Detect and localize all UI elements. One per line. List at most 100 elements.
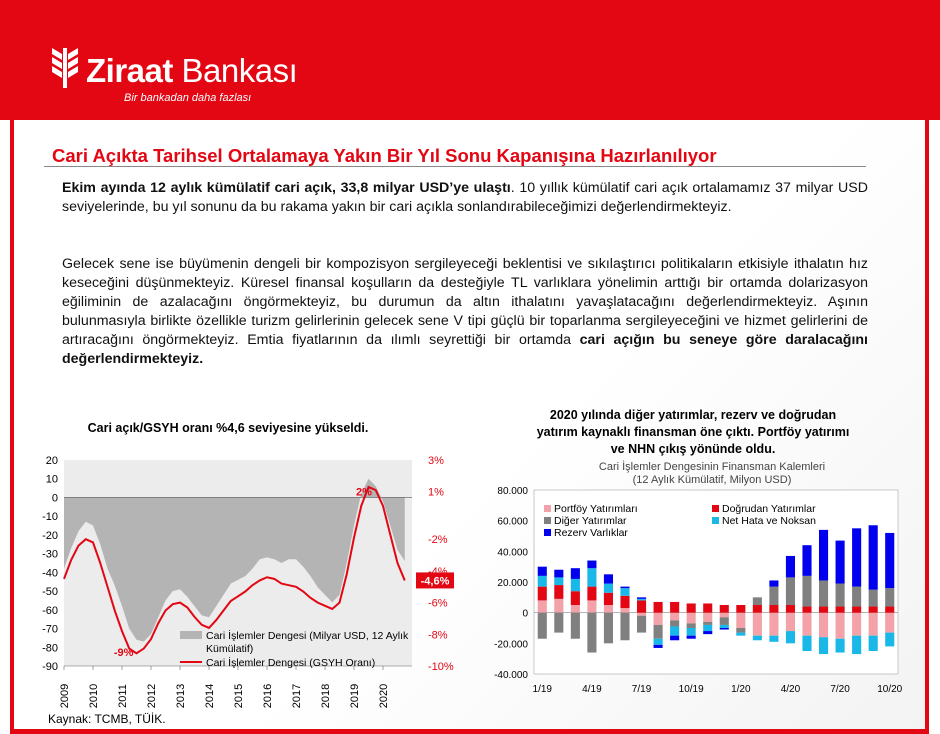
bar-segment bbox=[670, 601, 680, 613]
bar-segment bbox=[885, 632, 895, 647]
bar-segment bbox=[703, 603, 713, 613]
bar-segment bbox=[868, 635, 878, 651]
legend-label: Portföy Yatırımları bbox=[554, 503, 638, 515]
bar-segment bbox=[818, 637, 829, 655]
x-tick-label: 2018 bbox=[320, 684, 332, 708]
chart-subtitle: (12 Aylık Kümülatif, Milyon USD) bbox=[633, 474, 792, 486]
bar-segment bbox=[852, 586, 862, 607]
annotation-badge bbox=[416, 572, 454, 589]
chart-title: Cari İşlemler Dengesinin Finansman Kalem… bbox=[599, 460, 825, 473]
bar-segment bbox=[835, 612, 845, 639]
y-left-tick-label: 0 bbox=[52, 492, 58, 504]
x-tick-label: 2012 bbox=[146, 684, 158, 708]
y-right-tick-label: 1% bbox=[428, 487, 444, 499]
bar-segment bbox=[736, 612, 746, 628]
bar-segment bbox=[752, 635, 762, 641]
x-tick-label: 2016 bbox=[262, 684, 274, 708]
bar-segment bbox=[818, 580, 829, 607]
paragraph-1: Ekim ayında 12 aylık kümülatif cari açık… bbox=[62, 180, 869, 215]
bar-segment bbox=[570, 591, 580, 605]
bar-segment bbox=[736, 628, 746, 633]
brand-header: Ziraat Bankası Bir bankadan daha fazlası bbox=[0, 0, 940, 120]
y-tick-label: 80.000 bbox=[497, 486, 528, 497]
y-left-tick-label: -80 bbox=[42, 642, 58, 654]
bar-segment bbox=[587, 560, 597, 569]
bar-segment bbox=[719, 605, 729, 613]
x-tick-label: 10/19 bbox=[679, 684, 704, 695]
bar-segment bbox=[587, 568, 597, 587]
y-tick-label: 40.000 bbox=[497, 547, 528, 558]
bar-segment bbox=[670, 626, 680, 636]
bar-segment bbox=[785, 631, 796, 644]
bar-segment bbox=[670, 635, 680, 641]
bar-segment bbox=[802, 575, 812, 607]
bar-segment bbox=[785, 555, 796, 578]
bar-segment bbox=[885, 532, 895, 589]
bar-segment bbox=[703, 621, 713, 625]
bar-segment bbox=[653, 612, 663, 625]
y-tick-label: 60.000 bbox=[497, 517, 528, 528]
bar-segment bbox=[603, 583, 614, 593]
bar-segment bbox=[818, 529, 829, 581]
wheat-logo-icon bbox=[52, 48, 78, 88]
y-tick-label: 0 bbox=[522, 609, 528, 620]
x-tick-label: 2014 bbox=[204, 684, 216, 708]
bar-segment bbox=[818, 606, 829, 613]
bar-segment bbox=[719, 612, 729, 618]
bar-segment bbox=[703, 624, 713, 632]
bar-segment bbox=[769, 586, 779, 605]
y-tick-label: -40.000 bbox=[494, 670, 528, 681]
bar-segment bbox=[785, 577, 796, 605]
bar-segment bbox=[636, 615, 647, 633]
bar-segment bbox=[554, 598, 564, 613]
bar-segment bbox=[785, 612, 796, 632]
x-tick-label: 2010 bbox=[88, 684, 100, 708]
bar-segment bbox=[587, 586, 597, 601]
bar-segment bbox=[587, 600, 597, 613]
legend-swatch bbox=[544, 529, 551, 536]
bar-segment bbox=[603, 574, 614, 584]
series-area-usd bbox=[64, 478, 405, 642]
bar-segment bbox=[719, 624, 729, 628]
bar-segment bbox=[852, 612, 862, 636]
bar-segment bbox=[719, 617, 729, 625]
y-right-tick-label: -6% bbox=[428, 598, 448, 610]
frame-bottom bbox=[10, 729, 929, 734]
bar-segment bbox=[570, 605, 580, 613]
bar-segment bbox=[686, 635, 696, 639]
bar-segment bbox=[868, 606, 878, 613]
bar-segment bbox=[769, 635, 779, 642]
y-left-tick-label: -70 bbox=[42, 624, 58, 636]
bar-segment bbox=[537, 612, 547, 639]
y-left-tick-label: -10 bbox=[42, 511, 58, 523]
frame-left bbox=[10, 120, 14, 734]
bar-segment bbox=[636, 612, 647, 616]
bar-segment bbox=[636, 597, 647, 599]
bar-segment bbox=[769, 580, 779, 587]
chart1-heading: Cari açık/GSYH oranı %4,6 seviyesine yük… bbox=[87, 421, 369, 435]
bar-segment bbox=[818, 612, 829, 638]
bar-segment bbox=[636, 600, 647, 613]
annotation-trough: -9% bbox=[114, 647, 134, 659]
paragraph-2: Gelecek sene ise büyümenin dengeli bir k… bbox=[62, 256, 869, 367]
bar-segment bbox=[885, 606, 895, 613]
chart2-heading: 2020 yılında diğer yatırımlar, rezerv ve… bbox=[536, 408, 850, 456]
bar-segment bbox=[868, 525, 878, 590]
bar-segment bbox=[752, 597, 762, 605]
bar-segment bbox=[802, 606, 812, 613]
bar-segment bbox=[835, 540, 845, 584]
bar-segment bbox=[852, 606, 862, 613]
bar-segment bbox=[670, 612, 680, 621]
bar-segment bbox=[603, 605, 614, 613]
bar-segment bbox=[620, 588, 630, 596]
legend-label: Diğer Yatırımlar bbox=[554, 515, 627, 527]
bar-segment bbox=[570, 578, 580, 592]
y-right-tick-label: -8% bbox=[428, 629, 448, 641]
y-left-tick-label: -20 bbox=[42, 530, 58, 542]
bar-segment bbox=[868, 589, 878, 607]
bar-segment bbox=[852, 635, 862, 655]
y-left-tick-label: -90 bbox=[42, 661, 58, 673]
bar-segment bbox=[686, 612, 696, 624]
bar-segment bbox=[885, 612, 895, 633]
bar-segment bbox=[537, 566, 547, 576]
